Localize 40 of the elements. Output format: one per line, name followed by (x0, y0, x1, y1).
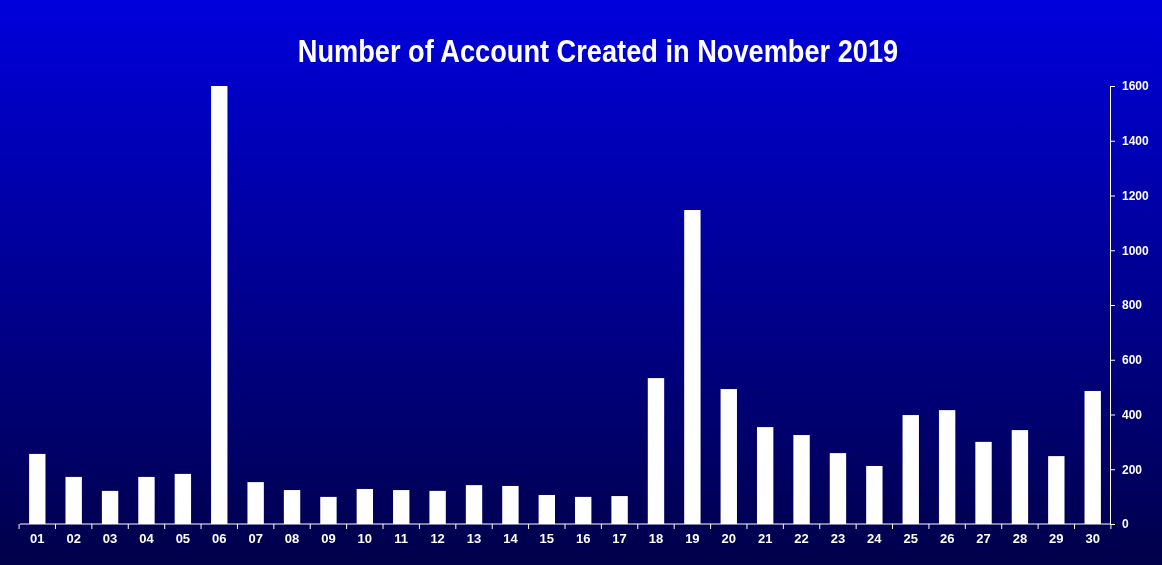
x-tick-label: 14 (503, 530, 519, 546)
y-tick-label: 1400 (1122, 134, 1150, 149)
x-tick-label: 13 (466, 530, 482, 546)
y-tick-label: 200 (1122, 462, 1143, 477)
x-tick-label: 09 (321, 530, 336, 546)
x-tick-label: 29 (1049, 530, 1064, 546)
x-tick-label: 01 (30, 530, 45, 546)
x-tick-label: 20 (721, 530, 737, 546)
x-tick-label: 17 (612, 530, 627, 546)
x-tick-label: 12 (430, 530, 445, 546)
y-tick-label: 1200 (1122, 188, 1150, 203)
x-tick-label: 21 (757, 530, 773, 546)
x-tick-label: 25 (903, 530, 918, 546)
x-tick-label: 24 (867, 530, 883, 546)
x-tick-label: 11 (394, 530, 409, 546)
x-tick-label: 27 (976, 530, 991, 546)
x-tick-label: 30 (1085, 530, 1100, 546)
y-tick-label: 1000 (1122, 243, 1150, 258)
y-tick-label: 1600 (1122, 79, 1150, 94)
y-tick-label: 600 (1122, 353, 1143, 368)
x-tick-label: 04 (139, 530, 155, 546)
chart-title: Number of Account Created in November 2019 (297, 32, 899, 69)
x-tick-label: 02 (66, 530, 81, 546)
y-tick-label: 0 (1122, 517, 1129, 532)
y-tick-label: 800 (1122, 298, 1143, 313)
x-tick-label: 28 (1012, 530, 1028, 546)
x-tick-label: 15 (539, 530, 555, 546)
x-tick-label: 26 (939, 530, 955, 546)
x-tick-label: 22 (794, 530, 809, 546)
x-tick-label: 18 (648, 530, 664, 546)
x-tick-label: 03 (102, 530, 118, 546)
x-tick-label: 06 (212, 530, 227, 546)
x-tick-label: 08 (284, 530, 300, 546)
x-tick-label: 05 (175, 530, 191, 546)
x-tick-label: 23 (830, 530, 846, 546)
x-tick-label: 19 (685, 530, 700, 546)
x-tick-label: 16 (575, 530, 591, 546)
x-tick-label: 10 (357, 530, 373, 546)
y-tick-label: 400 (1122, 407, 1143, 422)
x-tick-label: 07 (248, 530, 263, 546)
